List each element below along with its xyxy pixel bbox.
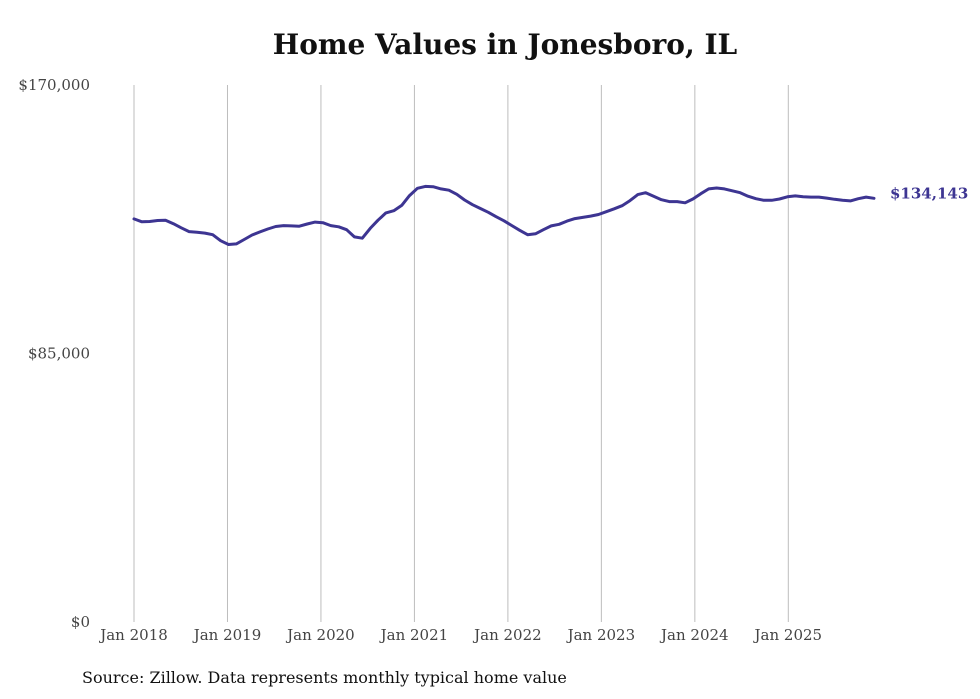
series-layer: $134,143 bbox=[132, 184, 968, 246]
x-tick-label: Jan 2019 bbox=[192, 626, 262, 644]
y-axis: $0 $85,000 $170,000 bbox=[18, 76, 90, 631]
x-tick-label: Jan 2023 bbox=[566, 626, 636, 644]
x-tick-label: Jan 2024 bbox=[659, 626, 729, 644]
source-note: Source: Zillow. Data represents monthly … bbox=[82, 668, 567, 687]
y-tick-label: $0 bbox=[71, 613, 90, 631]
series-line bbox=[132, 184, 876, 246]
y-tick-label: $85,000 bbox=[28, 345, 90, 363]
end-value-label: $134,143 bbox=[890, 184, 968, 202]
x-tick-label: Jan 2022 bbox=[472, 626, 542, 644]
x-tick-label: Jan 2018 bbox=[98, 626, 168, 644]
y-tick-label: $170,000 bbox=[18, 76, 90, 94]
x-tick-label: Jan 2020 bbox=[285, 626, 355, 644]
chart-title: Home Values in Jonesboro, IL bbox=[272, 28, 738, 61]
grid-layer bbox=[133, 85, 789, 622]
x-tick-label: Jan 2021 bbox=[379, 626, 449, 644]
x-tick-label: Jan 2025 bbox=[753, 626, 823, 644]
x-axis: Jan 2018 Jan 2019 Jan 2020 Jan 2021 Jan 2022… bbox=[98, 626, 822, 644]
